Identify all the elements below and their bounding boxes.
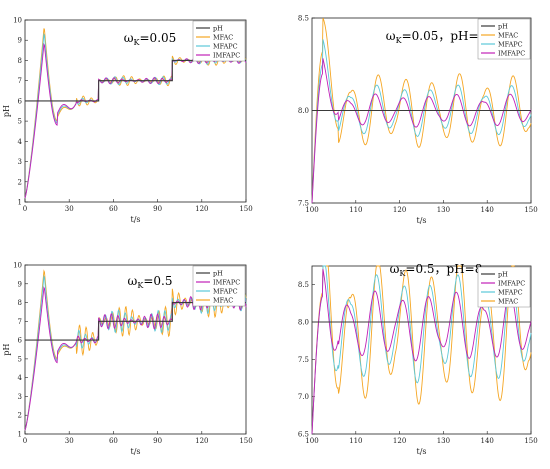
y-tick-label: 7 — [18, 318, 22, 326]
plot-frame — [24, 19, 247, 203]
x-axis-label: t/s — [416, 447, 426, 456]
x-tick-label: 30 — [65, 205, 74, 213]
chart-panel-4: 100 110 120 130 140 150 6.5 7.0 7.5 8.0 8.5 t/s ωK=0… — [298, 262, 538, 456]
y-tick-label: 1 — [18, 431, 22, 439]
series-line-ph — [25, 302, 246, 341]
y-tick-label: 2 — [18, 412, 22, 420]
x-tick-label: 130 — [437, 437, 450, 445]
legend-label: MFAC — [213, 296, 233, 304]
x-tick-label: 120 — [393, 437, 406, 445]
series-line-imfapc — [311, 269, 532, 435]
y-tick-label: 8.5 — [298, 15, 309, 23]
series-line-mfac — [24, 28, 247, 199]
y-tick-label: 9 — [18, 37, 22, 45]
y-tick-label: 4 — [18, 138, 23, 146]
y-tick-label: 1 — [18, 199, 22, 207]
y-tick-label: 10 — [13, 262, 22, 270]
x-tick-label: 90 — [153, 205, 162, 213]
x-tick-label: 0 — [23, 437, 27, 445]
legend-label: pH — [213, 24, 223, 32]
y-tick-label: 9 — [18, 280, 22, 288]
legend-label: MFAC — [213, 33, 233, 41]
plot-frame — [311, 265, 532, 435]
series-line-imfapc — [24, 286, 247, 431]
chart-panel-2: 100 110 120 130 140 150 7.5 8.0 8.5 t/s ωK=0.05，pH… — [298, 15, 538, 226]
series-line-imfapc — [24, 42, 247, 199]
legend-label: IMFAPC — [213, 278, 240, 286]
y-tick-label: 8 — [18, 57, 22, 65]
y-tick-label: 7.5 — [298, 200, 309, 208]
legend-label: MFAPC — [498, 288, 523, 296]
x-tick-label: 140 — [481, 206, 494, 214]
legend-label: pH — [498, 270, 508, 278]
series-line-mfac — [311, 17, 532, 204]
x-tick-label: 150 — [239, 437, 252, 445]
series-line-imfapc — [311, 58, 532, 204]
x-tick-label: 120 — [195, 205, 208, 213]
x-tick-label: 30 — [65, 437, 74, 445]
y-tick-label: 3 — [18, 393, 22, 401]
y-tick-label: 8 — [18, 299, 22, 307]
y-tick-label: 5 — [18, 118, 22, 126]
x-tick-label: 130 — [437, 206, 450, 214]
y-tick-label: 6 — [18, 337, 23, 345]
y-tick-label: 10 — [13, 17, 22, 25]
plot-frame — [24, 264, 247, 435]
y-tick-label: 4 — [18, 374, 23, 382]
x-tick-label: 60 — [109, 205, 118, 213]
x-tick-label: 60 — [109, 437, 118, 445]
x-axis-label: t/s — [416, 216, 426, 225]
series-line-mfapc — [311, 39, 532, 204]
y-tick-label: 6.5 — [298, 431, 309, 439]
series-line-mfapc — [311, 265, 532, 435]
x-tick-label: 150 — [524, 206, 537, 214]
legend-label: MFAPC — [213, 287, 238, 295]
y-axis-label: pH — [2, 105, 11, 117]
legend-label: pH — [498, 22, 508, 30]
y-tick-label: 5 — [18, 355, 22, 363]
chart-title: ωK=0.05 — [124, 31, 177, 47]
legend-label: IMFAPC — [213, 51, 240, 59]
series-line-mfac — [24, 269, 247, 431]
y-tick-label: 3 — [18, 158, 22, 166]
y-axis-label: pH — [2, 343, 11, 355]
x-tick-label: 140 — [481, 437, 494, 445]
y-tick-label: 8.0 — [298, 319, 309, 327]
legend-label: IMFAPC — [498, 49, 525, 57]
x-tick-label: 100 — [305, 437, 318, 445]
x-axis-label: t/s — [130, 447, 140, 456]
x-tick-label: 90 — [153, 437, 162, 445]
legend-label: MFAC — [498, 297, 518, 305]
y-tick-label: 7.0 — [298, 393, 309, 401]
y-tick-label: 8.5 — [298, 281, 309, 289]
legend-label: IMFAPC — [498, 279, 525, 287]
x-axis-label: t/s — [130, 215, 140, 224]
legend-label: pH — [213, 269, 223, 277]
chart-panel-3: 0 30 60 90 120 15012345678910t/spHωK=0.5pHIMF… — [2, 262, 253, 457]
legend-label: MFAC — [498, 31, 518, 39]
chart-title: ωK=0.05，pH=8 — [386, 29, 486, 45]
y-tick-label: 8.0 — [298, 107, 309, 115]
x-tick-label: 110 — [349, 206, 362, 214]
legend-label: MFAPC — [213, 42, 238, 50]
x-tick-label: 150 — [524, 437, 537, 445]
series-line-ph — [25, 59, 246, 102]
chart-panel-1: 0 30 60 90 120 15012345678910t/spHωK=0.05pHMF… — [2, 17, 253, 225]
y-tick-label: 7.5 — [298, 356, 309, 364]
x-tick-label: 0 — [23, 205, 27, 213]
x-tick-label: 150 — [239, 205, 252, 213]
x-tick-label: 110 — [349, 437, 362, 445]
y-tick-label: 7 — [18, 77, 22, 85]
y-tick-label: 6 — [18, 97, 23, 105]
x-tick-label: 120 — [393, 206, 406, 214]
y-tick-label: 2 — [18, 178, 22, 186]
x-tick-label: 120 — [195, 437, 208, 445]
x-tick-label: 100 — [305, 206, 318, 214]
chart-title: ωK=0.5 — [128, 274, 173, 290]
chart-title: ωK=0.5，pH=8 — [390, 262, 483, 278]
legend-label: MFAPC — [498, 40, 523, 48]
